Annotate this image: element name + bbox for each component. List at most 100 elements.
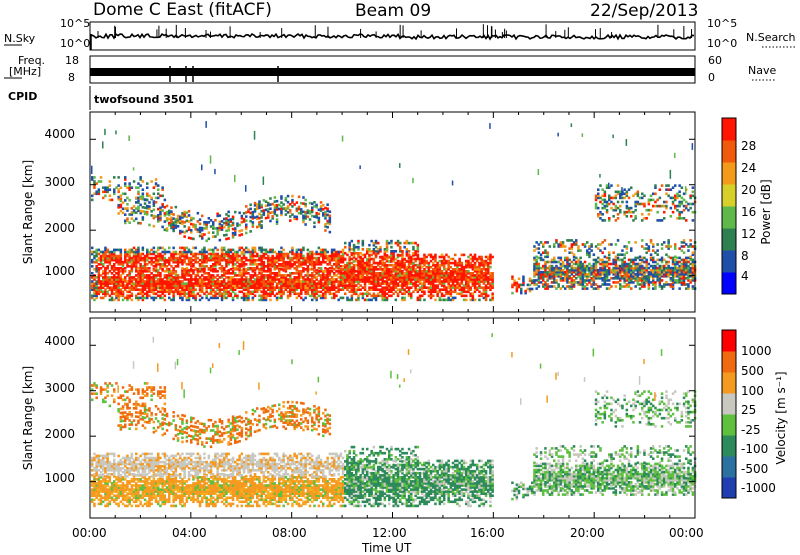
echo-cell <box>106 276 109 279</box>
echo-cell <box>265 280 268 283</box>
echo-cell <box>177 225 180 228</box>
echo-cell <box>403 272 406 275</box>
echo-cell <box>467 256 470 259</box>
echo-cell <box>93 261 96 264</box>
echo-cell <box>98 249 101 252</box>
echo-cell <box>278 269 281 272</box>
echo-cell <box>309 274 312 277</box>
echo-cell <box>381 256 384 259</box>
echo-cell <box>401 293 404 296</box>
echo-cell <box>311 207 314 210</box>
echo-cell <box>465 291 468 294</box>
echo-cell <box>276 293 279 296</box>
echo-cell <box>197 268 200 271</box>
echo-cell <box>313 226 316 229</box>
echo-cell <box>643 217 646 220</box>
echo-cell <box>337 251 340 254</box>
echo-cell <box>388 242 391 245</box>
echo-cell <box>368 254 371 257</box>
echo-cell <box>590 265 593 268</box>
echo-cell <box>399 246 402 249</box>
echo-cell <box>575 261 578 264</box>
echo-cell <box>293 215 296 218</box>
echo-cell <box>172 221 175 224</box>
echo-cell <box>93 282 96 285</box>
echo-cell <box>181 212 184 215</box>
echo-cell <box>289 257 292 260</box>
echo-cell <box>610 269 613 272</box>
echo-cell <box>271 249 274 252</box>
echo-cell <box>377 248 380 251</box>
echo-cell <box>364 299 367 302</box>
echo-cell <box>601 241 604 244</box>
echo-cell <box>582 263 585 266</box>
echo-cell <box>269 207 272 210</box>
echo-cell <box>238 247 241 250</box>
echo-cell <box>302 299 305 302</box>
echo-cell <box>192 282 195 285</box>
echo-cell <box>546 241 549 244</box>
echo-cell <box>205 276 208 279</box>
echo-cell <box>652 287 655 290</box>
echo-cell <box>280 195 283 198</box>
echo-cell <box>634 257 637 260</box>
echo-cell <box>331 249 334 252</box>
echo-cell <box>342 297 345 300</box>
echo-cell <box>287 195 290 198</box>
echo-cell <box>181 259 184 262</box>
echo-cell <box>234 251 237 254</box>
echo-cell <box>124 213 127 216</box>
echo-cell <box>276 204 279 207</box>
echo-cell <box>223 222 226 225</box>
echo-cell <box>113 274 116 277</box>
echo-cell <box>267 293 270 296</box>
echo-cell <box>241 251 244 254</box>
freq-bar <box>90 68 695 76</box>
echo-cell <box>355 252 358 255</box>
echo-cell <box>197 220 200 223</box>
echo-cell <box>117 188 120 191</box>
echo-cell <box>111 276 114 279</box>
echo-cell <box>417 284 420 287</box>
echo-cell <box>379 256 382 259</box>
echo-cell <box>436 291 439 294</box>
echo-cell <box>395 291 398 294</box>
echo-cell <box>368 244 371 247</box>
echo-cell <box>485 256 488 259</box>
echo-cell <box>608 243 611 246</box>
echo-cell <box>254 267 256 270</box>
echo-cell <box>401 297 404 300</box>
echo-cell <box>155 182 158 185</box>
echo-cell <box>236 265 239 268</box>
echo-cell <box>137 293 140 296</box>
echo-cell <box>258 247 261 250</box>
echo-cell <box>359 252 362 255</box>
echo-cell <box>443 272 446 275</box>
echo-cell <box>463 254 466 257</box>
echo-cell <box>621 249 624 252</box>
echo-cell <box>447 272 450 275</box>
echo-cell <box>280 263 283 266</box>
echo-cell <box>227 291 230 294</box>
echo-cell <box>315 276 318 279</box>
echo-cell <box>648 209 651 212</box>
echo-cell <box>384 262 387 265</box>
echo-cell <box>487 286 490 289</box>
echo-cell <box>157 253 160 256</box>
echo-cell <box>192 217 195 220</box>
echo-cell <box>122 208 125 211</box>
echo-cell <box>208 257 211 260</box>
echo-cell <box>120 195 123 198</box>
echo-cell <box>333 263 336 266</box>
echo-cell <box>386 240 389 243</box>
echo-cell <box>139 176 142 179</box>
echo-cell <box>186 278 189 281</box>
echo-cell <box>533 249 536 252</box>
echo-cell <box>161 209 164 212</box>
echo-cell <box>175 270 178 273</box>
echo-cell <box>199 268 202 271</box>
echo-cell <box>465 299 468 302</box>
echo-cell <box>551 285 554 288</box>
echo-cell <box>478 295 481 298</box>
echo-cell <box>568 247 571 250</box>
